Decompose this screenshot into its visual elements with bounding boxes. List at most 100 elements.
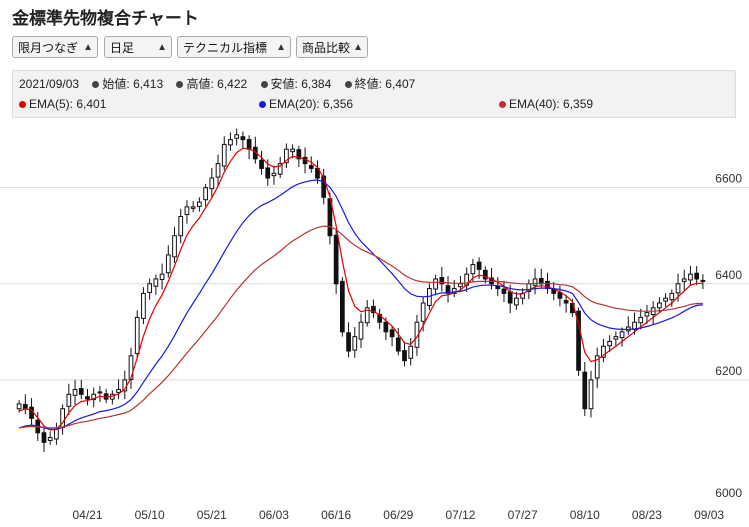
candle-body (221, 143, 227, 167)
candle-body (184, 206, 190, 216)
indicator-select[interactable]: テクニカル指標 ▲︎ (177, 36, 291, 58)
candle-body (116, 389, 121, 393)
candle-body (669, 292, 675, 301)
chevron-updown-icon: ▲︎ (276, 42, 286, 53)
candle-body (352, 336, 358, 351)
candle-body (91, 393, 97, 401)
candle-body (197, 201, 202, 207)
x-tick-label: 08/10 (570, 508, 600, 522)
candle-body (66, 393, 72, 407)
series-line-ema20 (18, 179, 703, 430)
candle-body (234, 134, 240, 139)
candle-body (85, 396, 90, 400)
candle-body (296, 149, 302, 160)
interval-select[interactable]: 日足 ▲︎ (104, 36, 172, 58)
candle-body (178, 216, 184, 237)
candle-body (159, 273, 165, 280)
candle-body (339, 280, 345, 333)
candle-body (284, 148, 289, 164)
candle-body (29, 406, 34, 419)
ema5-value: 6,401 (76, 97, 107, 111)
candle-body (147, 283, 153, 293)
x-tick-label: 06/16 (321, 508, 351, 522)
candle-body (507, 291, 513, 304)
open-value: 6,413 (133, 77, 164, 91)
candle-body (675, 283, 681, 294)
candle-body (638, 316, 644, 324)
candle-body (601, 345, 606, 358)
series-line-ema40 (19, 225, 703, 429)
chevron-updown-icon: ▲︎ (353, 42, 363, 53)
candle-body (495, 285, 501, 290)
candle-body (371, 305, 376, 314)
close-label: 終値: (354, 77, 382, 91)
candle-body (700, 279, 706, 282)
interval-select-value: 日足 (110, 41, 135, 55)
ema5-label: EMA(5): (29, 97, 74, 111)
candle-body (576, 310, 581, 371)
candle-body (271, 172, 277, 177)
candle-body (613, 336, 619, 340)
candle-body (265, 167, 271, 179)
x-tick-label: 05/21 (197, 508, 227, 522)
y-tick-label: 6000 (715, 486, 742, 500)
chevron-updown-icon: ▲︎ (157, 42, 167, 53)
compare-select-value: 商品比較 (302, 41, 351, 55)
candle-body (458, 283, 463, 288)
y-tick-label: 6600 (715, 172, 742, 186)
x-tick-label: 04/21 (72, 508, 102, 522)
y-tick-label: 6400 (715, 268, 742, 282)
x-tick-label: 06/29 (383, 508, 413, 522)
candle-body (134, 316, 140, 354)
candle-body (439, 277, 445, 285)
x-tick-label: 05/10 (135, 508, 165, 522)
ohlc-info-panel: 2021/09/03 始値: 6,413 高値: 6,422 安値: 6,384… (12, 70, 736, 118)
candle-body (172, 235, 177, 258)
info-open: 始値: 6,413 (92, 77, 163, 91)
ema20-info: EMA(20): 6,356 (259, 96, 353, 112)
ema20-label: EMA(20): (269, 97, 320, 111)
candle-body (688, 273, 693, 281)
candle-body (165, 254, 171, 274)
ema20-value: 6,356 (323, 97, 354, 111)
compare-select[interactable]: 商品比較 ▲︎ (296, 36, 368, 58)
candle-body (532, 278, 538, 286)
candlestick-chart[interactable]: 6000 6200 6400 6600 04/21 05/10 05/21 06/03 06/1… (0, 120, 749, 527)
dot-icon (19, 101, 26, 108)
x-tick-label: 07/12 (445, 508, 475, 522)
candle-body (501, 288, 507, 294)
candle-body (153, 278, 159, 287)
candle-body (128, 355, 134, 380)
ohlc-row: 2021/09/03 始値: 6,413 高値: 6,422 安値: 6,384… (19, 76, 415, 92)
candle-body (694, 272, 700, 280)
info-date: 2021/09/03 (19, 77, 80, 91)
high-value: 6,422 (217, 77, 248, 91)
ema40-value: 6,359 (563, 97, 594, 111)
y-tick-label: 6200 (715, 364, 742, 378)
candle-body (78, 388, 84, 395)
candle-body (582, 371, 588, 410)
ema5-info: EMA(5): 6,401 (19, 96, 106, 112)
candle-body (41, 432, 47, 443)
candle-body (346, 332, 351, 352)
candle-body (259, 159, 264, 169)
x-tick-label: 09/03 (694, 508, 724, 522)
candle-body (246, 139, 252, 150)
high-label: 高値: (186, 77, 214, 91)
candle-body (47, 437, 53, 441)
period-select[interactable]: 限月つなぎ ▲︎ (12, 36, 98, 58)
info-low: 安値: 6,384 (260, 77, 331, 91)
candle-body (321, 175, 327, 198)
open-label: 始値: (102, 77, 130, 91)
x-tick-label: 07/27 (508, 508, 538, 522)
dot-icon (92, 81, 100, 88)
candle-body (644, 312, 650, 317)
period-select-value: 限月つなぎ (18, 41, 79, 55)
x-tick-label: 06/03 (259, 508, 289, 522)
candle-body (209, 177, 215, 190)
candle-body (290, 148, 295, 153)
candle-body (563, 300, 569, 304)
series-line-ema5 (18, 147, 703, 431)
candle-body (663, 297, 668, 302)
candle-body (470, 264, 476, 275)
